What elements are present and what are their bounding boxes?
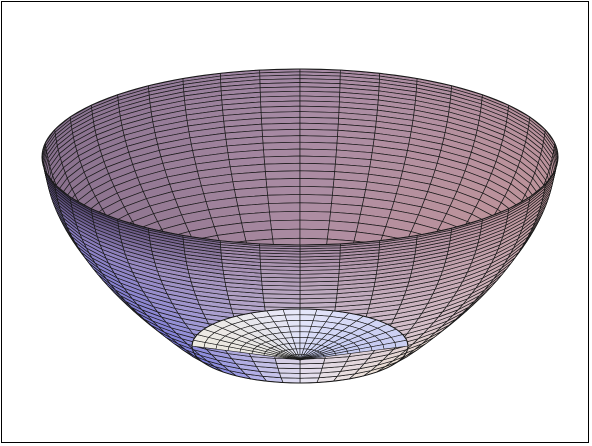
- surface-inner-facet: [299, 185, 334, 196]
- surface-inner-facet: [264, 162, 301, 172]
- surface-inner-facet: [268, 202, 301, 213]
- surface-inner-facet: [265, 178, 301, 188]
- hole-facet: [299, 320, 314, 327]
- surface-inner-facet: [266, 185, 301, 196]
- bottom-opening: [191, 308, 409, 361]
- surface-inner-facet: [269, 210, 301, 222]
- bottom-rim: [191, 308, 409, 384]
- surface-inner-facet: [271, 228, 301, 240]
- surface-inner-facet: [262, 141, 301, 151]
- surface-inner-facet: [264, 170, 301, 180]
- hole-facet: [282, 308, 301, 316]
- surface-inner-facet: [299, 194, 333, 204]
- surface-inner-facet: [270, 219, 301, 231]
- surface-inner-facet: [299, 170, 336, 180]
- surface-inner-facet: [267, 194, 301, 204]
- surface-inner-facet: [299, 141, 338, 151]
- surface-inner-facet: [299, 210, 331, 222]
- surface-inner-facet: [299, 202, 332, 213]
- top-rim: [41, 68, 559, 246]
- surface-inner-facet: [299, 148, 337, 158]
- surface-inner-facet: [299, 228, 329, 240]
- surface-inner-facet: [299, 219, 330, 231]
- surface-inner-facet: [263, 148, 301, 158]
- hole-facet: [299, 308, 318, 316]
- surface-inner-facet: [299, 178, 335, 188]
- hole-facet: [299, 314, 316, 321]
- surface-inner-facet: [299, 155, 337, 165]
- surface-inner-facet: [299, 162, 336, 172]
- hole-facet: [286, 320, 301, 327]
- hole-facet: [299, 357, 313, 361]
- hole-facet: [288, 325, 301, 333]
- surface-inner-facet: [263, 155, 301, 165]
- hole-facet: [290, 331, 301, 338]
- hole-facet: [284, 314, 301, 321]
